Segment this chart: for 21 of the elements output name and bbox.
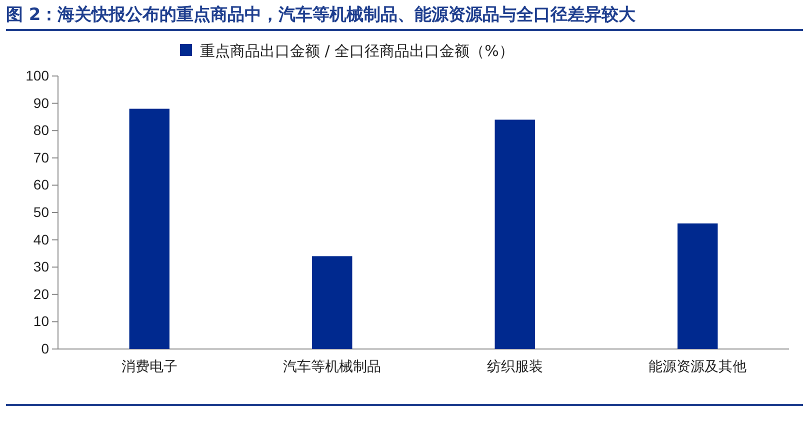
y-tick-label: 50 — [33, 204, 50, 220]
y-tick-label: 30 — [33, 258, 50, 275]
bar — [129, 108, 170, 349]
legend-label: 重点商品出口金额 / 全口径商品出口金额（%） — [200, 42, 514, 60]
x-tick-label: 纺织服装 — [486, 358, 543, 374]
y-tick-label: 60 — [33, 176, 50, 193]
y-tick-label: 100 — [26, 67, 50, 84]
y-tick-label: 10 — [33, 313, 50, 330]
y-tick-label: 90 — [33, 94, 50, 111]
y-tick-label: 0 — [41, 340, 50, 356]
bar — [494, 120, 535, 349]
bar — [312, 256, 352, 349]
bar — [678, 223, 718, 349]
y-tick-label: 80 — [33, 122, 50, 138]
y-tick-label: 70 — [33, 149, 50, 166]
x-tick-label: 汽车等机械制品 — [283, 358, 382, 374]
x-tick-label: 能源资源及其他 — [648, 358, 747, 374]
x-tick-label: 消费电子 — [121, 358, 178, 374]
chart-title: 图 2：海关快报公布的重点商品中，汽车等机械制品、能源资源品与全口径差异较大 — [6, 4, 803, 31]
y-tick-label: 40 — [33, 231, 50, 248]
y-tick-label: 20 — [33, 286, 50, 302]
